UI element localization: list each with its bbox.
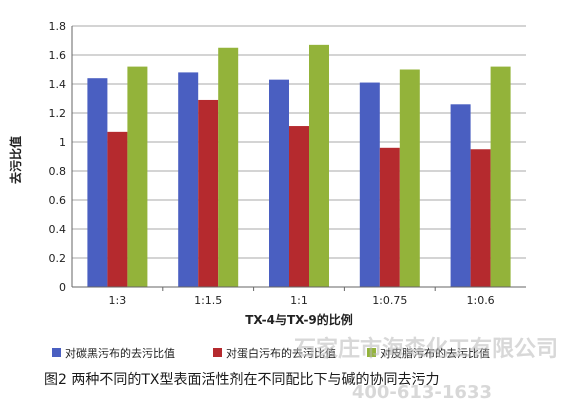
axis-layer: 0 0.2 0.4 0.6 0.8 1 1.2 1.4 1.6 1.8 1:3 1:1.5 1:1 1:0…: [49, 20, 526, 307]
bar-series-2-5: [470, 149, 491, 287]
legend-label-1: 对碳黑污布的去污比值: [65, 346, 175, 360]
y-tick-label: 0.4: [49, 223, 67, 236]
legend-swatch-3: [367, 348, 376, 357]
y-tick-label: 0.6: [49, 194, 67, 207]
y-tick-label: 1.2: [49, 107, 67, 120]
bar-series-1-3: [269, 79, 289, 288]
y-tick-label: 0.8: [49, 165, 67, 178]
legend: 对碳黑污布的去污比值 对蛋白污布的去污比值 对皮脂污布的去污比值: [52, 346, 490, 360]
y-axis-title: 去污比值: [8, 136, 23, 184]
y-tick-label: 1.4: [49, 78, 67, 91]
watermark-company: 石家庄市海森化工有限公司: [293, 336, 558, 362]
bar-series-2-1: [107, 131, 128, 287]
bar-series-1-1: [87, 78, 108, 287]
bar-series-1-2: [178, 72, 199, 288]
figure-caption: 图2 两种不同的TX型表面活性剂在不同配比下与碱的协同去污力: [44, 372, 440, 388]
x-tick-label: 1:1.5: [194, 294, 222, 307]
legend-label-3: 对皮脂污布的去污比值: [380, 346, 490, 360]
bar-series-3-5: [490, 66, 511, 287]
bar-series-1-4: [359, 82, 380, 287]
y-tick-label: 1: [59, 136, 66, 149]
bar-series-3-2: [218, 47, 239, 287]
bar-series-3-4: [399, 69, 420, 287]
legend-swatch-1: [52, 348, 61, 357]
bar-series-2-2: [198, 99, 219, 287]
y-tick-label: 1.8: [49, 20, 67, 33]
legend-label-2: 对蛋白污布的去污比值: [226, 346, 336, 360]
x-tick-label: 1:1: [290, 294, 308, 307]
bar-series-3-3: [309, 44, 329, 287]
y-tick-label: 0: [59, 281, 66, 294]
legend-swatch-2: [213, 348, 222, 357]
y-tick-label: 1.6: [49, 49, 67, 62]
x-tick-label: 1:0.6: [466, 294, 494, 307]
x-tick-label: 1:3: [109, 294, 127, 307]
bar-series-2-4: [379, 147, 400, 287]
bar-series-3-1: [127, 66, 148, 287]
bar-series-1-5: [450, 104, 471, 287]
x-tick-label: 1:0.75: [372, 294, 407, 307]
bars-layer: [87, 44, 511, 288]
x-axis-title: TX-4与TX-9的比例: [245, 312, 353, 327]
y-tick-label: 0.2: [49, 252, 67, 265]
watermark-phone: 400-613-1633: [352, 382, 492, 403]
bar-series-2-3: [289, 126, 309, 287]
